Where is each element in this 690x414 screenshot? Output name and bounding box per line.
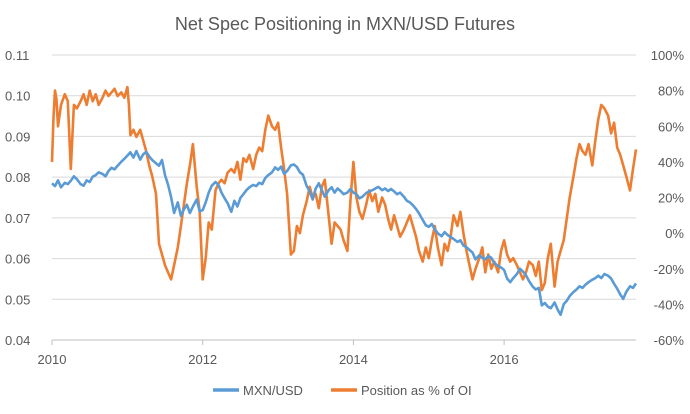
left-y-tick-label: 0.08 (5, 170, 30, 185)
right-y-tick-label: 40% (658, 155, 684, 170)
chart-title: Net Spec Positioning in MXN/USD Futures (175, 14, 515, 34)
left-y-tick-label: 0.07 (5, 211, 30, 226)
gridlines (52, 54, 636, 341)
left-y-tick-label: 0.09 (5, 129, 30, 144)
right-y-tick-label: 20% (658, 191, 684, 206)
right-y-tick-label: -60% (654, 333, 685, 348)
x-axis: 2010 2012 2014 2016 (38, 340, 519, 367)
series-lines (50, 85, 638, 317)
left-y-tick-label: 0.10 (5, 89, 30, 104)
series-line-position (50, 85, 638, 292)
right-y-axis: -60% -40% -20% 0% 20% 40% 60% 80% 100% (651, 48, 685, 348)
left-y-axis: 0.04 0.05 0.06 0.07 0.08 0.09 0.10 0.11 (5, 48, 30, 348)
right-y-tick-label: 60% (658, 119, 684, 134)
right-y-tick-label: 80% (658, 84, 684, 99)
x-tick-label: 2016 (490, 352, 519, 367)
right-y-tick-label: 0% (665, 226, 684, 241)
left-y-tick-label: 0.11 (5, 48, 29, 63)
legend-label-position: Position as % of OI (361, 383, 472, 398)
right-y-tick-label: -40% (654, 297, 685, 312)
right-y-tick-label: -20% (654, 262, 685, 277)
left-y-tick-label: 0.04 (5, 333, 30, 348)
x-tick-label: 2012 (188, 352, 217, 367)
legend-label-mxn-usd: MXN/USD (243, 383, 303, 398)
x-tick-label: 2010 (38, 352, 67, 367)
left-y-tick-label: 0.05 (5, 292, 30, 307)
x-tick-label: 2014 (339, 352, 368, 367)
right-y-tick-label: 100% (651, 48, 685, 63)
series-line-mxn-usd (51, 149, 638, 317)
left-y-tick-label: 0.06 (5, 252, 30, 267)
legend: MXN/USD Position as % of OI (213, 383, 472, 398)
